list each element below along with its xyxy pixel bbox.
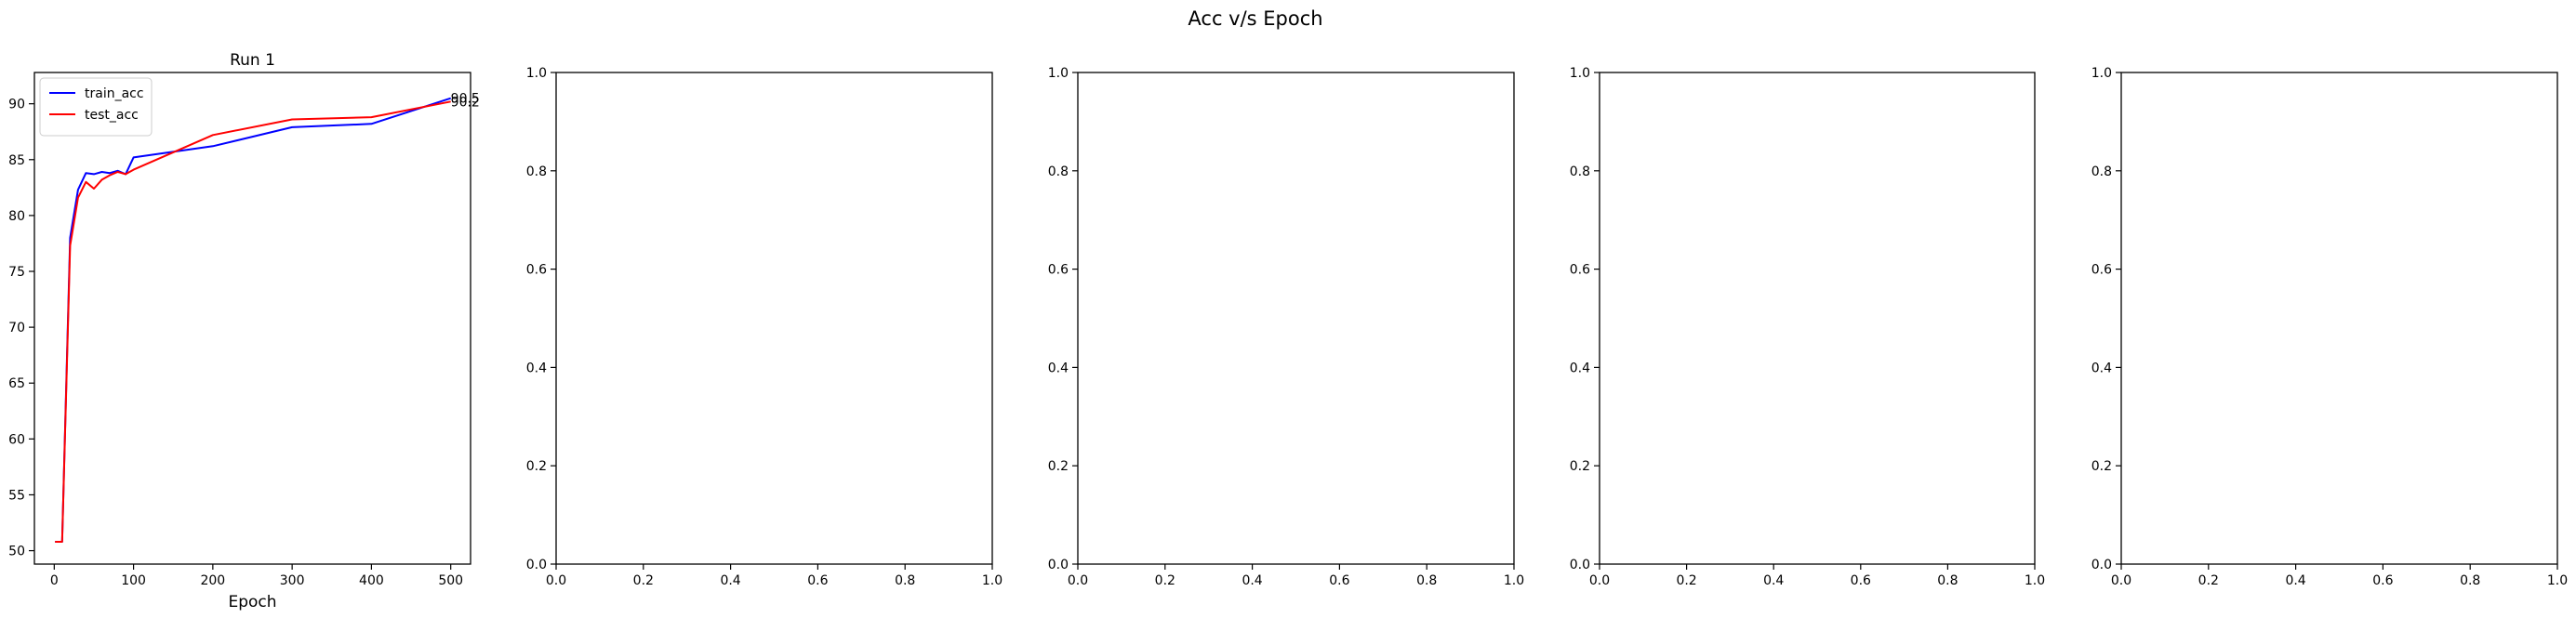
y-tick-label: 0.8 [2091,164,2112,179]
x-tick-label: 1.0 [1504,573,1524,588]
axes-frame [1077,72,1515,565]
axes-frame [33,72,471,565]
y-tick-label: 0.2 [1048,459,1069,474]
x-tick-label: 0.8 [1937,573,1958,588]
axes-frame [2120,72,2558,565]
x-tick-label: 200 [200,573,225,588]
x-tick-label: 0.0 [546,573,566,588]
x-tick-label: 0.2 [633,573,654,588]
x-tick-label: 0.4 [1242,573,1262,588]
y-tick-label: 75 [8,265,25,280]
x-tick-label: 0.2 [1676,573,1696,588]
legend: train_acc test_acc [39,77,153,137]
y-tick-label: 85 [8,153,25,168]
y-tick-label: 60 [8,432,25,447]
x-tick-label: 0.8 [2460,573,2480,588]
subplot-3: 0.0 0.2 0.4 0.6 0.8 1.0 0.0 0.2 0.4 0.6 0.8 1.0 [1048,66,1524,588]
subplot-grid: Run 1 0 100 200 300 400 500 50 55 60 65 70 75 80 85 90 E… [8,51,2568,611]
y-tick-label: 0.0 [2091,558,2112,572]
legend-label-train_acc: train_acc [85,86,144,101]
x-tick-label: 100 [121,573,146,588]
y-tick-label: 70 [8,321,25,335]
y-tick-label: 55 [8,488,25,503]
x-tick-label: 0.6 [2372,573,2393,588]
y-tick-label: 0.6 [526,263,547,278]
series-line-train_acc [55,97,452,543]
y-tick-label: 1.0 [1048,66,1069,81]
x-tick-label: 0.8 [895,573,915,588]
subplot-4: 0.0 0.2 0.4 0.6 0.8 1.0 0.0 0.2 0.4 0.6 0.8 1.0 [1570,66,2045,588]
figure-suptitle: Acc v/s Epoch [1188,7,1322,30]
legend-label-test_acc: test_acc [85,108,139,123]
x-tick-label: 0.6 [807,573,828,588]
y-tick-label: 0.8 [1048,164,1069,179]
y-tick-label: 0.6 [2091,263,2112,278]
x-tick-label: 0.6 [1329,573,1349,588]
subplot-1: Run 1 0 100 200 300 400 500 50 55 60 65 70 75 80 85 90 E… [8,51,480,611]
x-tick-label: 0.4 [720,573,740,588]
y-tick-label: 1.0 [1570,66,1590,81]
x-tick-label: 1.0 [2547,573,2568,588]
y-tick-label: 0.4 [2091,361,2112,375]
x-tick-label: 500 [438,573,463,588]
y-tick-label: 0.0 [526,558,547,572]
y-tick-label: 90 [8,98,25,112]
x-tick-label: 0.0 [1068,573,1088,588]
y-tick-label: 50 [8,545,25,559]
subplot-5: 0.0 0.2 0.4 0.6 0.8 1.0 0.0 0.2 0.4 0.6 0.8 1.0 [2091,66,2568,588]
y-tick-label: 0.8 [526,164,547,179]
data-label: 90.5 [451,92,480,107]
y-tick-label: 0.4 [1570,361,1590,375]
axes-frame [555,72,993,565]
y-tick-label: 0.8 [1570,164,1590,179]
y-tick-label: 0.0 [1570,558,1590,572]
x-tick-label: 0.4 [2285,573,2305,588]
y-tick-label: 0.2 [2091,459,2112,474]
y-tick-label: 0.0 [1048,558,1069,572]
y-tick-label: 80 [8,209,25,224]
y-tick-label: 0.4 [1048,361,1069,375]
data-label: 90.2 [451,95,480,110]
x-tick-label: 1.0 [2025,573,2045,588]
x-tick-label: 0.0 [2111,573,2131,588]
y-tick-label: 0.6 [1048,263,1069,278]
y-tick-label: 0.2 [1570,459,1590,474]
x-tick-label: 1.0 [982,573,1003,588]
subplot-title: Run 1 [230,51,275,70]
y-tick-label: 1.0 [2091,66,2112,81]
x-tick-label: 300 [280,573,305,588]
y-tick-label: 1.0 [526,66,547,81]
axes-frame [1599,72,2036,565]
y-tick-label: 0.6 [1570,263,1590,278]
x-tick-label: 400 [359,573,384,588]
x-tick-label: 0.8 [1416,573,1437,588]
y-tick-label: 65 [8,376,25,391]
x-tick-label: 0 [50,573,59,588]
x-axis-label: Epoch [228,593,276,611]
series-line-test_acc [55,100,451,543]
x-tick-label: 0.4 [1763,573,1784,588]
x-tick-label: 0.6 [1851,573,1871,588]
x-tick-label: 0.0 [1589,573,1610,588]
y-tick-label: 0.2 [526,459,547,474]
y-tick-label: 0.4 [526,361,547,375]
x-tick-label: 0.2 [1155,573,1175,588]
x-tick-label: 0.2 [2198,573,2219,588]
subplot-2: 0.0 0.2 0.4 0.6 0.8 1.0 0.0 0.2 0.4 0.6 0.8 1.0 [526,66,1003,588]
